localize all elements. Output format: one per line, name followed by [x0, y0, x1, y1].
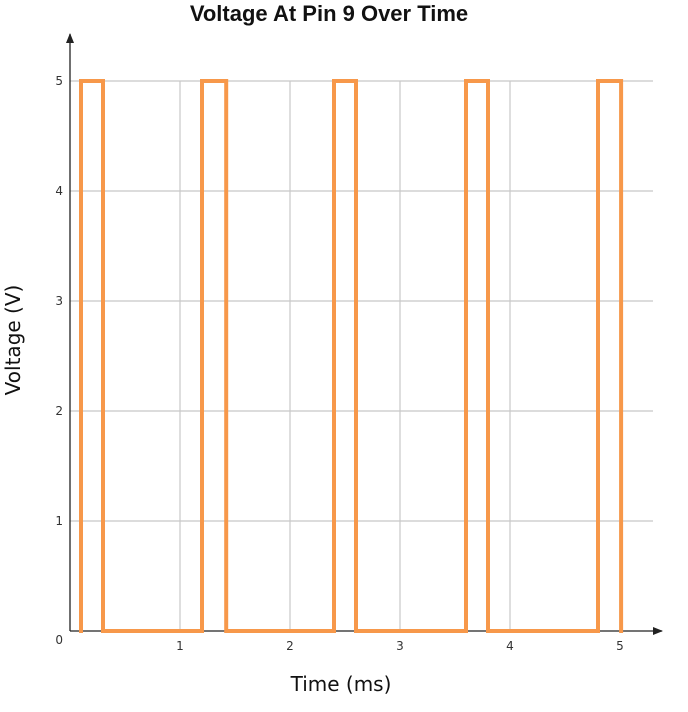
y-tick-label: 2 — [55, 404, 63, 418]
x-axis-label: Time (ms) — [290, 672, 392, 696]
y-tick-label: 4 — [55, 184, 63, 198]
y-axis-label: Voltage (V) — [1, 285, 25, 396]
chart-title: Voltage At Pin 9 Over Time — [190, 1, 468, 26]
x-tick-label: 2 — [286, 639, 294, 653]
y-tick-label: 5 — [55, 74, 63, 88]
series-line-1 — [79, 79, 624, 633]
tick-labels: 1 2 3 4 5 1 2 3 4 5 0 — [55, 74, 623, 653]
x-tick-label: 1 — [176, 639, 184, 653]
origin-tick-label: 0 — [55, 633, 63, 647]
x-tick-label: 3 — [396, 639, 404, 653]
y-tick-label: 3 — [55, 294, 63, 308]
grid — [70, 80, 653, 631]
x-tick-label: 5 — [616, 639, 624, 653]
x-tick-label: 4 — [506, 639, 514, 653]
y-tick-label: 1 — [55, 514, 63, 528]
series-layer — [79, 79, 624, 633]
axes — [66, 33, 663, 635]
